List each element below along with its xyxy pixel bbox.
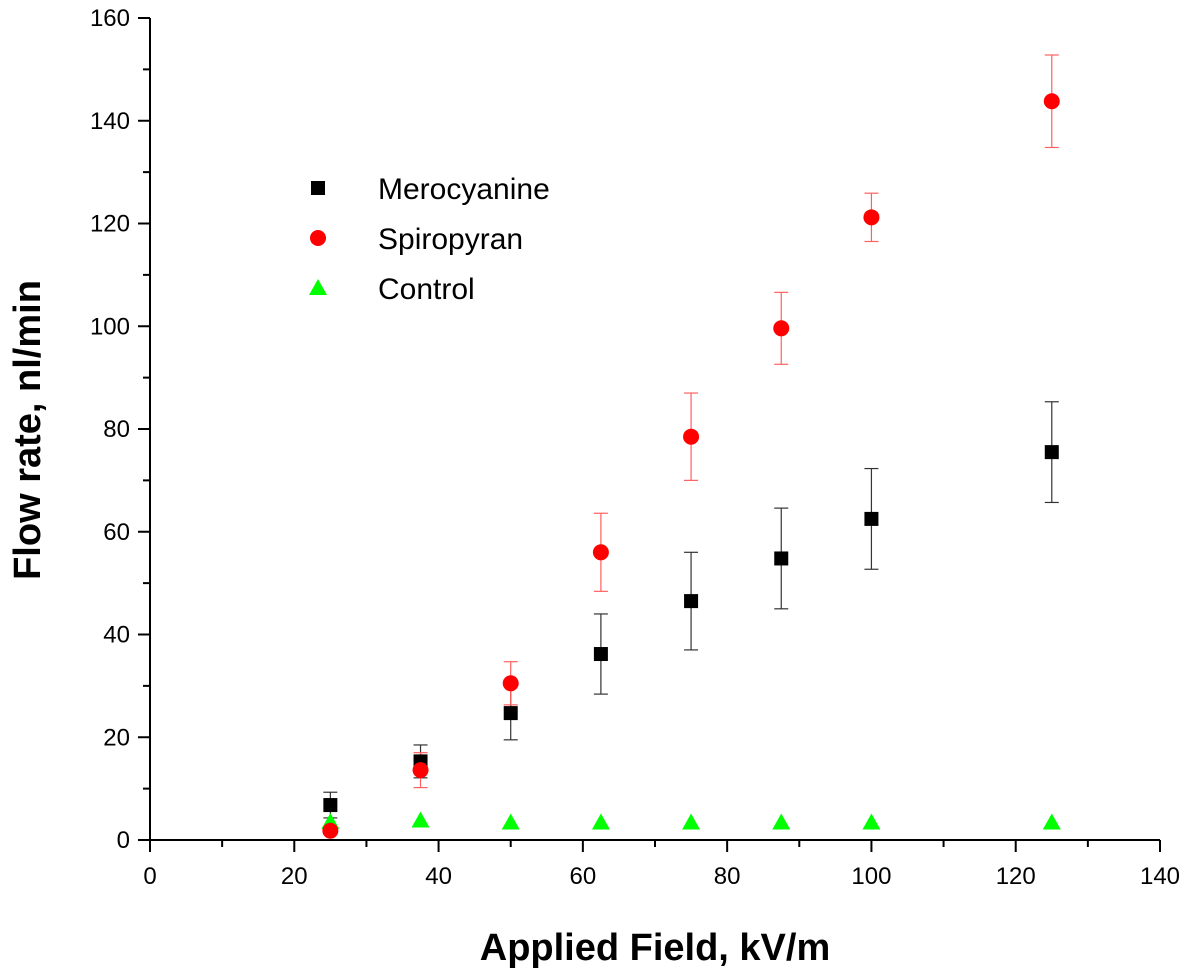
control-point (1042, 813, 1061, 830)
merocyanine-point (864, 511, 879, 526)
spiropyran-point (412, 762, 429, 779)
spiropyran-point (863, 209, 880, 226)
spiropyran-point (683, 428, 700, 445)
merocyanine-point (774, 551, 789, 566)
control-point (862, 813, 881, 830)
legend-marker-spiropyran (310, 230, 326, 246)
x-tick-label: 100 (851, 863, 891, 890)
x-tick-label: 40 (425, 863, 452, 890)
x-tick-label: 80 (714, 863, 741, 890)
y-tick-label: 140 (90, 108, 130, 135)
y-tick-label: 120 (90, 211, 130, 238)
merocyanine-point (593, 647, 608, 662)
spiropyran-point (592, 544, 609, 561)
x-axis-title: Applied Field, kV/m (480, 927, 831, 969)
spiropyran-point (502, 675, 519, 692)
legend-label-spiropyran: Spiropyran (378, 223, 523, 256)
x-tick-label: 120 (996, 863, 1036, 890)
control-point (411, 811, 430, 828)
merocyanine-point (1044, 445, 1059, 460)
y-tick-label: 100 (90, 313, 130, 340)
x-tick-label: 140 (1140, 863, 1180, 890)
spiropyran-point (773, 320, 790, 337)
legend-label-merocyanine: Merocyanine (378, 173, 550, 206)
y-tick-label: 80 (103, 416, 130, 443)
legend-marker-control (309, 279, 327, 295)
merocyanine-point (323, 798, 338, 813)
y-tick-label: 160 (90, 5, 130, 32)
legend-label-control: Control (378, 273, 475, 306)
y-axis-title: Flow rate, nl/min (7, 280, 49, 580)
y-tick-label: 60 (103, 519, 130, 546)
y-tick-label: 0 (117, 827, 130, 854)
spiropyran-point (322, 822, 339, 839)
spiropyran-point (1043, 93, 1060, 110)
merocyanine-point (684, 594, 699, 609)
axes: 0 20 40 60 80 100 120 140 0 20 40 60 80 100 120 140 160 (90, 5, 1180, 890)
legend-marker-merocyanine (311, 181, 325, 195)
control-point (501, 813, 520, 830)
x-tick-label: 60 (570, 863, 597, 890)
y-tick-label: 20 (103, 724, 130, 751)
data-markers (321, 93, 1061, 839)
x-tick-label: 0 (143, 863, 156, 890)
control-point (591, 813, 610, 830)
legend: Merocyanine Spiropyran Control (309, 173, 550, 306)
y-tick-label: 40 (103, 622, 130, 649)
control-point (772, 813, 791, 830)
x-tick-label: 20 (281, 863, 308, 890)
merocyanine-point (503, 706, 518, 721)
control-point (682, 813, 701, 830)
